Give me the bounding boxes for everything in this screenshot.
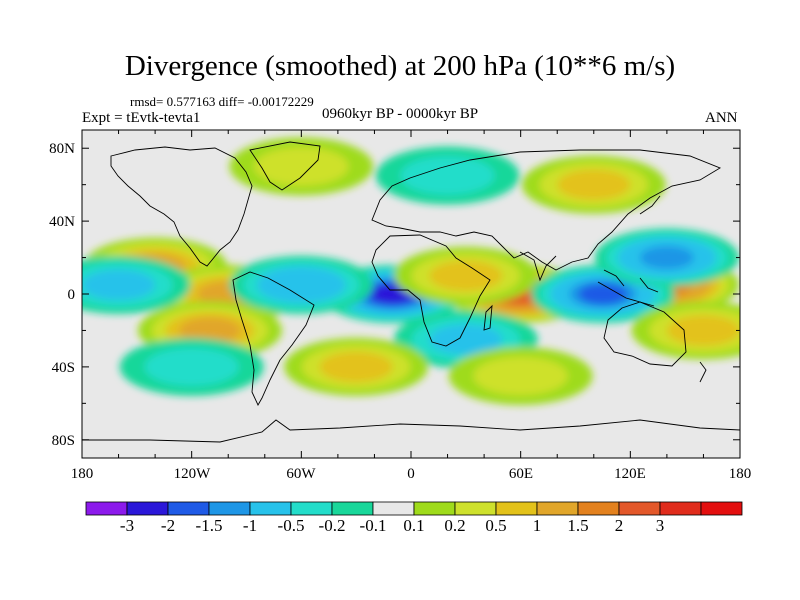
coast-indonesia: [597, 269, 659, 307]
experiment-label: Expt = tEvtk-tevta1: [82, 110, 201, 126]
colorbar-swatch: [700, 501, 743, 516]
x-tick-label: 120W: [173, 466, 211, 482]
field-contour: [429, 324, 503, 355]
colorbar-label: -1: [242, 516, 258, 535]
colorbar-swatch: [290, 501, 333, 516]
coast-new-zealand: [699, 361, 707, 383]
colorbar-label: 1.5: [567, 516, 589, 535]
field-contour: [400, 156, 495, 195]
colorbar-swatch: [372, 501, 415, 516]
y-tick-label: 40N: [49, 214, 75, 230]
field-contour: [666, 315, 740, 346]
x-tick-label: 180: [70, 466, 94, 482]
coast-north-america: [110, 146, 253, 267]
colorbar-swatch: [495, 501, 538, 516]
field-contour: [473, 356, 568, 396]
field-shading: [82, 137, 740, 405]
y-tick-label: 0: [67, 287, 76, 303]
colorbar-swatch: [249, 501, 292, 516]
colorbar-swatch: [577, 501, 620, 516]
field-contour: [319, 351, 393, 383]
colorbar-label: -1.5: [195, 516, 223, 535]
season-label: ANN: [705, 110, 738, 126]
coast-south-america: [232, 271, 315, 406]
y-tick-label: 80S: [51, 433, 75, 449]
colorbar-swatch: [85, 501, 128, 516]
coast-greenland: [249, 141, 321, 191]
colorbar-label: 2: [614, 516, 624, 535]
x-tick-label: 120E: [614, 466, 646, 482]
colorbar-swatch: [167, 501, 210, 516]
field-contour: [639, 246, 694, 270]
coast-madagascar: [483, 304, 493, 331]
field-contour: [254, 147, 349, 186]
colorbar-label: -0.2: [318, 516, 346, 535]
colorbar-label: -0.1: [359, 516, 387, 535]
stats-text: rmsd= 0.577163 diff= -0.00172229: [130, 94, 314, 109]
colorbar-label: 0.5: [485, 516, 507, 535]
colorbar-label: 0.1: [403, 516, 425, 535]
colorbar-label: -0.5: [277, 516, 305, 535]
coast-japan: [639, 195, 661, 215]
divergence-field: [82, 137, 740, 405]
field-contour: [144, 347, 239, 387]
colorbar-label: -2: [160, 516, 176, 535]
coast-eurasia: [371, 149, 722, 271]
coastlines: [82, 141, 740, 443]
colorbar-label: 1: [532, 516, 542, 535]
colorbar-swatch: [454, 501, 497, 516]
field-contour: [270, 271, 333, 298]
x-tick-label: 180: [728, 466, 752, 482]
colorbar-label: 3: [655, 516, 665, 535]
x-tick-label: 60W: [286, 466, 316, 482]
colorbar: [85, 501, 743, 516]
colorbar-swatch: [413, 501, 456, 516]
coast-india: [519, 251, 557, 282]
plot-title: Divergence (smoothed) at 200 hPa (10**6 …: [124, 50, 676, 82]
y-tick-label: 40S: [51, 360, 75, 376]
colorbar-label: 0.2: [444, 516, 466, 535]
colorbar-swatch: [659, 501, 702, 516]
coast-africa: [371, 234, 491, 347]
x-tick-label: 0: [407, 466, 415, 482]
colorbar-swatch: [331, 501, 374, 516]
coast-antarctica: [82, 419, 740, 443]
coast-australia: [603, 301, 687, 367]
y-tick-label: 80N: [49, 141, 75, 157]
axis-ticks: [81, 130, 741, 458]
period-label: 0960kyr BP - 0000kyr BP: [322, 106, 479, 122]
x-tick-label: 60E: [508, 466, 534, 482]
field-contour: [179, 317, 241, 344]
field-contour: [578, 283, 628, 305]
colorbar-swatch: [536, 501, 579, 516]
colorbar-swatch: [126, 501, 169, 516]
field-contour: [557, 169, 631, 200]
colorbar-swatch: [208, 501, 251, 516]
field-contour: [429, 260, 503, 292]
colorbar-label: -3: [119, 516, 135, 535]
colorbar-swatch: [618, 501, 661, 516]
field-contour: [82, 269, 156, 301]
